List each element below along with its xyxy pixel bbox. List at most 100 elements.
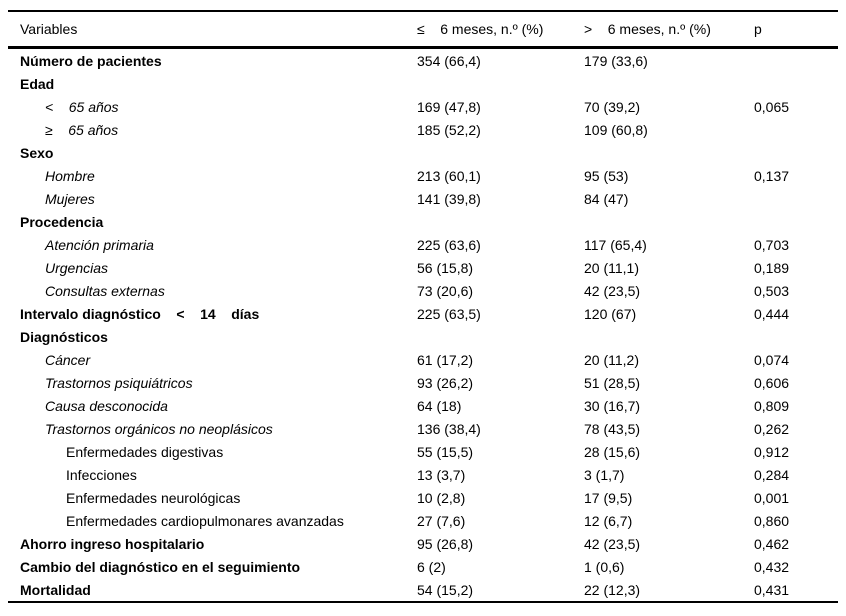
row-label-cell: Sexo (20, 144, 54, 161)
value-gt6-cell: 17 (9,5) (584, 489, 633, 506)
value-gt6-cell: 179 (33,6) (584, 52, 648, 69)
value-gt6-cell: 42 (23,5) (584, 282, 641, 299)
value-le6-cell: 6 (2) (417, 558, 446, 575)
value-le6-cell: 169 (47,8) (417, 98, 481, 115)
value-gt6-cell: 3 (1,7) (584, 466, 625, 483)
table-header-rule (8, 46, 838, 49)
table-row: Sexo (8, 141, 838, 164)
table-row: Número de pacientes 354 (66,4) 179 (33,6) (8, 49, 838, 72)
table-row: Atención primaria 225 (63,6) 117 (65,4) 0,7… (8, 233, 838, 256)
p-value-cell: 0,703 (754, 236, 790, 253)
header-p-value: p (754, 21, 762, 37)
p-value-cell: 0,432 (754, 558, 790, 575)
table-row: < 65 años 169 (47,8) 70 (39,2) 0,065 (8, 95, 838, 118)
table-row: Hombre 213 (60,1) 95 (53) 0,137 (8, 164, 838, 187)
value-gt6-cell: 117 (65,4) (584, 236, 647, 253)
value-le6-cell: 95 (26,8) (417, 535, 474, 552)
row-label-cell: Infecciones (66, 466, 137, 483)
p-value-cell: 0,001 (754, 489, 790, 506)
table-row: Cáncer 61 (17,2) 20 (11,2) 0,074 (8, 348, 838, 371)
value-le6-cell: 213 (60,1) (417, 167, 481, 184)
p-value-cell: 0,606 (754, 374, 790, 391)
p-value-cell: 0,431 (754, 581, 790, 598)
p-value-cell: 0,444 (754, 305, 790, 322)
table-row: Urgencias 56 (15,8) 20 (11,1) 0,189 (8, 256, 838, 279)
p-value-cell: 0,284 (754, 466, 790, 483)
value-gt6-cell: 109 (60,8) (584, 121, 648, 138)
row-label-cell: Causa desconocida (45, 397, 168, 414)
table-row: Enfermedades digestivas 55 (15,5) 28 (15,6… (8, 440, 838, 463)
p-value-cell: 0,912 (754, 443, 790, 460)
value-le6-cell: 54 (15,2) (417, 581, 474, 598)
value-gt6-cell: 78 (43,5) (584, 420, 641, 437)
value-le6-cell: 64 (18) (417, 397, 462, 414)
row-label-cell: Urgencias (45, 259, 109, 276)
row-label-cell: Cambio del diagnóstico en el seguimiento (20, 558, 301, 575)
row-label-cell: Trastornos orgánicos no neoplásicos (45, 420, 273, 437)
value-gt6-cell: 30 (16,7) (584, 397, 641, 414)
table-bottom-rule (8, 601, 838, 603)
value-gt6-cell: 51 (28,5) (584, 374, 641, 391)
row-label-cell: ≥ 65 años (45, 121, 119, 138)
p-value-cell: 0,074 (754, 351, 790, 368)
row-label-cell: Número de pacientes (20, 52, 162, 69)
value-gt6-cell: 22 (12,3) (584, 581, 641, 598)
table-row: Consultas externas 73 (20,6) 42 (23,5) 0,50… (8, 279, 838, 302)
value-gt6-cell: 95 (53) (584, 167, 629, 184)
row-label-cell: Diagnósticos (20, 328, 108, 345)
table-row: Trastornos psiquiátricos 93 (26,2) 51 (28,… (8, 371, 838, 394)
p-value-cell: 0,462 (754, 535, 790, 552)
table-row: Infecciones 13 (3,7) 3 (1,7) 0,284 (8, 463, 838, 486)
table-row: Cambio del diagnóstico en el seguimiento… (8, 555, 838, 578)
p-value-cell: 0,137 (754, 167, 790, 184)
p-value-cell: 0,262 (754, 420, 790, 437)
table-row: Mujeres 141 (39,8) 84 (47) (8, 187, 838, 210)
value-le6-cell: 27 (7,6) (417, 512, 466, 529)
value-le6-cell: 141 (39,8) (417, 190, 481, 207)
value-le6-cell: 225 (63,6) (417, 236, 481, 253)
p-value-cell: 0,189 (754, 259, 790, 276)
value-le6-cell: 354 (66,4) (417, 52, 481, 69)
row-label-cell: Intervalo diagnóstico < 14 días (20, 305, 260, 322)
header-le6-months: ≤ 6 meses, n.º (%) (417, 21, 544, 37)
value-gt6-cell: 42 (23,5) (584, 535, 641, 552)
row-label-cell: Edad (20, 75, 55, 92)
row-label-cell: Enfermedades neurológicas (66, 489, 241, 506)
value-le6-cell: 10 (2,8) (417, 489, 466, 506)
value-le6-cell: 93 (26,2) (417, 374, 474, 391)
row-label-cell: Mujeres (45, 190, 95, 207)
table-row: Ahorro ingreso hospitalario 95 (26,8) 42 (… (8, 532, 838, 555)
value-le6-cell: 225 (63,5) (417, 305, 481, 322)
row-label-cell: Hombre (45, 167, 95, 184)
value-le6-cell: 61 (17,2) (417, 351, 474, 368)
value-gt6-cell: 120 (67) (584, 305, 637, 322)
row-label-cell: Ahorro ingreso hospitalario (20, 535, 205, 552)
row-label-cell: Procedencia (20, 213, 104, 230)
table-row: Trastornos orgánicos no neoplásicos 136 (… (8, 417, 838, 440)
row-label-cell: Trastornos psiquiátricos (45, 374, 193, 391)
value-le6-cell: 55 (15,5) (417, 443, 474, 460)
value-gt6-cell: 1 (0,6) (584, 558, 625, 575)
p-value-cell: 0,503 (754, 282, 790, 299)
value-gt6-cell: 20 (11,2) (584, 351, 639, 368)
value-gt6-cell: 70 (39,2) (584, 98, 641, 115)
value-gt6-cell: 12 (6,7) (584, 512, 633, 529)
value-le6-cell: 13 (3,7) (417, 466, 466, 483)
value-le6-cell: 185 (52,2) (417, 121, 481, 138)
p-value-cell: 0,809 (754, 397, 790, 414)
value-le6-cell: 73 (20,6) (417, 282, 474, 299)
statistics-table: Variables ≤ 6 meses, n.º (%) > 6 meses, … (8, 10, 838, 603)
table-row: Diagnósticos (8, 325, 838, 348)
table-row: Enfermedades neurológicas 10 (2,8) 17 (9,5… (8, 486, 838, 509)
table-row: Intervalo diagnóstico < 14 días 225 (63,5… (8, 302, 838, 325)
header-gt6-months: > 6 meses, n.º (%) (584, 21, 711, 37)
value-gt6-cell: 28 (15,6) (584, 443, 641, 460)
p-value-cell: 0,065 (754, 98, 790, 115)
row-label-cell: Mortalidad (20, 581, 91, 598)
table-row: Mortalidad 54 (15,2) 22 (12,3) 0,431 (8, 578, 838, 601)
row-label-cell: < 65 años (45, 98, 119, 115)
header-variables: Variables (20, 21, 78, 37)
table-top-rule (8, 10, 838, 12)
row-label-cell: Consultas externas (45, 282, 165, 299)
row-label-cell: Enfermedades cardiopulmonares avanzadas (66, 512, 344, 529)
